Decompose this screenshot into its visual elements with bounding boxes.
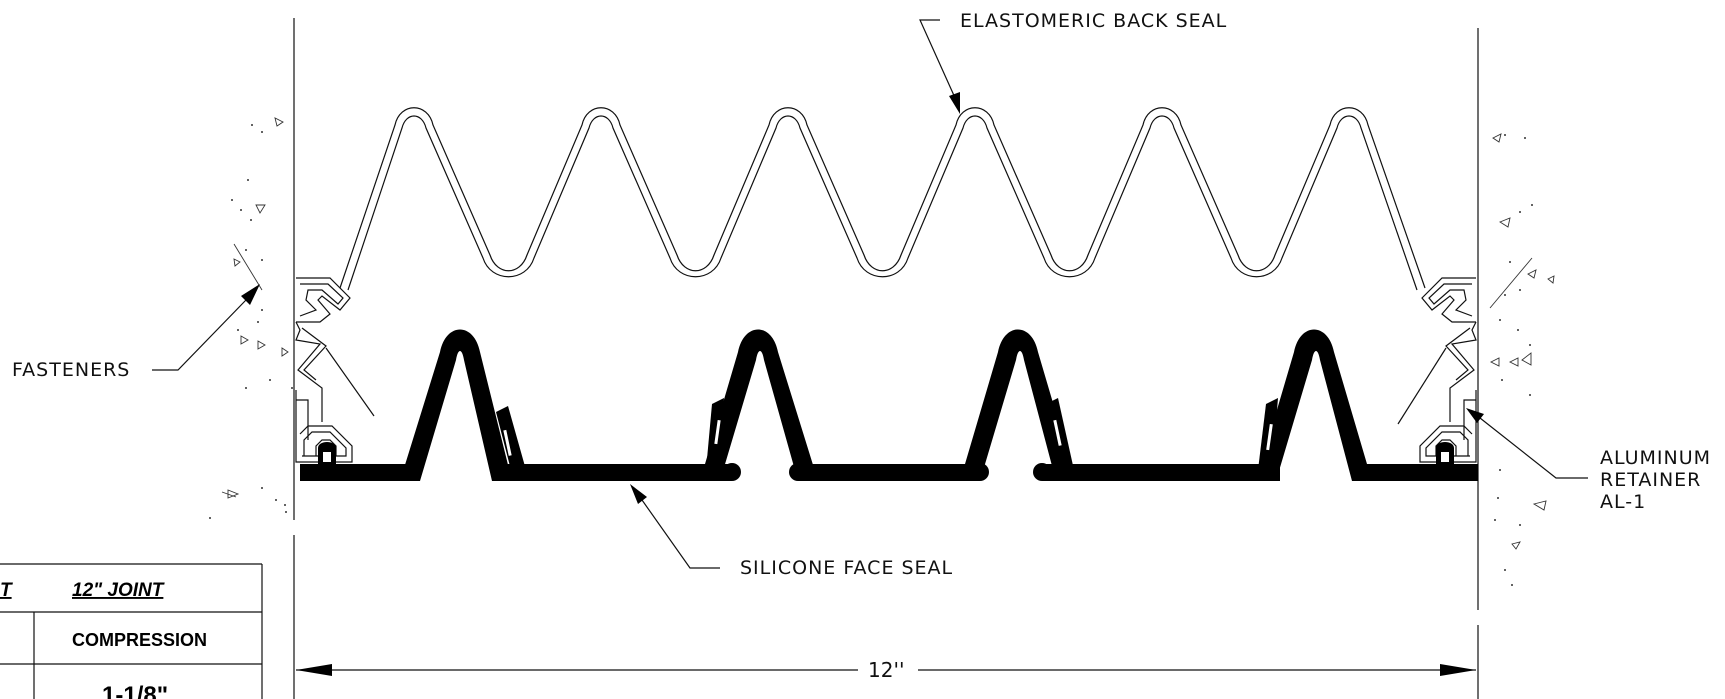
leader-fasteners: FASTENERS — [12, 284, 260, 381]
face-seal-right-anchor — [1436, 442, 1454, 466]
leader-face-seal: SILICONE FACE SEAL — [630, 484, 953, 579]
face-seal-base-segment — [300, 464, 420, 481]
compression-table: T 12" JOINT COMPRESSION 1-1/8" — [0, 563, 263, 699]
left-substrate — [209, 18, 295, 699]
label-elastomeric-back-seal: ELASTOMERIC BACK SEAL — [960, 10, 1227, 32]
label-retainer-line2: RETAINER — [1600, 469, 1701, 491]
elastomeric-back-seal — [339, 107, 1426, 291]
leader-aluminum-retainer: ALUMINUM RETAINER AL-1 — [1466, 408, 1711, 513]
face-seal-peak-4 — [1256, 329, 1372, 481]
table-compression-value: 1-1/8" — [102, 682, 168, 699]
silicone-face-seal — [300, 329, 1478, 481]
dimension-value: 12'' — [868, 658, 904, 682]
aluminum-retainer-right — [1397, 277, 1477, 463]
face-seal-lugs — [496, 398, 1278, 474]
face-seal-base-segment — [1042, 464, 1280, 481]
face-seal-left-anchor — [318, 442, 336, 466]
table-header-joint: 12" JOINT — [72, 580, 165, 601]
face-seal-lug-slots — [503, 419, 1273, 456]
table-header-left: T — [0, 580, 13, 601]
label-silicone-face-seal: SILICONE FACE SEAL — [740, 557, 953, 579]
face-seal-peak-3 — [960, 329, 1076, 481]
dimension-arrow-left — [296, 664, 332, 676]
face-seal-base-segment — [494, 464, 732, 481]
label-fasteners: FASTENERS — [12, 359, 130, 381]
right-substrate — [1477, 28, 1555, 610]
dimension-arrow-right — [1440, 664, 1476, 676]
aluminum-retainer-left — [295, 277, 375, 463]
face-seal-peak-2 — [700, 329, 818, 481]
dimension-joint-width: 12'' — [296, 625, 1479, 699]
face-seal-base-segment — [798, 464, 980, 481]
label-retainer-line3: AL-1 — [1600, 491, 1646, 513]
face-seal-base-segment — [1354, 464, 1478, 481]
face-seal-peak-1 — [400, 329, 512, 481]
label-retainer-line1: ALUMINUM — [1600, 447, 1711, 469]
table-column-compression: COMPRESSION — [72, 630, 207, 650]
leader-back-seal: ELASTOMERIC BACK SEAL — [919, 10, 1227, 114]
